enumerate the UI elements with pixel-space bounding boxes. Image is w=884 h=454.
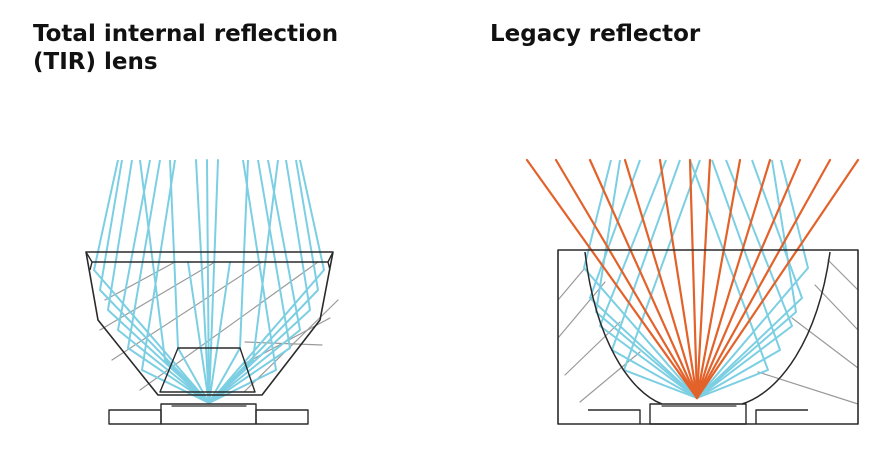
reflector-housing bbox=[557, 249, 859, 425]
light-ray bbox=[208, 159, 291, 404]
light-ray bbox=[187, 261, 210, 404]
light-ray bbox=[208, 159, 219, 404]
light-ray bbox=[117, 159, 210, 404]
hatch-line bbox=[557, 267, 586, 301]
tir-lens-title-line2: (TIR) lens bbox=[33, 49, 158, 75]
reflector-curve-right bbox=[741, 251, 831, 405]
light-ray bbox=[696, 159, 803, 399]
lens-dome bbox=[159, 347, 256, 393]
light-ray bbox=[599, 159, 698, 399]
light-ray bbox=[127, 159, 210, 404]
direct-ray bbox=[554, 158, 699, 400]
light-ray bbox=[689, 159, 769, 399]
light-ray bbox=[208, 159, 325, 404]
legacy-reflector-title: Legacy reflector bbox=[490, 20, 790, 48]
direct-ray bbox=[658, 158, 699, 400]
direct-ray bbox=[695, 158, 742, 400]
light-ray bbox=[99, 159, 210, 404]
hatch-line bbox=[111, 261, 263, 361]
direct-ray bbox=[695, 158, 832, 400]
reflector-curve-left bbox=[584, 251, 663, 405]
light-ray bbox=[93, 159, 210, 404]
legacy-reflector-title-line1: Legacy reflector bbox=[490, 21, 701, 47]
direct-ray bbox=[623, 158, 699, 400]
hatch-line bbox=[791, 317, 859, 369]
hatch-line bbox=[579, 351, 641, 403]
tir-light-rays bbox=[93, 159, 325, 404]
hatch-line bbox=[243, 299, 339, 393]
tir-lens-diagram bbox=[85, 159, 339, 425]
reflector-outline bbox=[557, 249, 859, 425]
direct-ray bbox=[695, 158, 802, 400]
base-left bbox=[588, 409, 641, 424]
direct-ray bbox=[588, 158, 699, 400]
light-ray bbox=[589, 159, 698, 399]
direct-ray bbox=[525, 158, 699, 400]
base-left bbox=[108, 409, 162, 425]
light-ray bbox=[107, 159, 210, 404]
base-center bbox=[160, 403, 257, 425]
light-ray bbox=[195, 159, 210, 404]
light-ray bbox=[208, 261, 231, 404]
light-ray bbox=[208, 159, 311, 404]
tir-lens-title-line1: Total internal reflection bbox=[33, 21, 339, 47]
hatch-line bbox=[814, 284, 859, 331]
reflector-direct-rays bbox=[525, 158, 860, 400]
tir-lens-outline bbox=[85, 251, 334, 425]
direct-ray bbox=[688, 158, 699, 400]
light-ray bbox=[696, 159, 797, 399]
light-ray bbox=[696, 159, 781, 399]
base-right bbox=[755, 409, 808, 424]
tir-lens-title: Total internal reflection (TIR) lens bbox=[33, 20, 363, 76]
hatch-line bbox=[557, 281, 606, 339]
light-ray bbox=[583, 159, 698, 399]
hatch-line bbox=[757, 371, 859, 405]
light-ray bbox=[696, 159, 809, 399]
light-ray bbox=[208, 159, 301, 404]
light-ray bbox=[696, 159, 793, 399]
hatch-line bbox=[564, 321, 621, 376]
light-ray bbox=[206, 159, 210, 404]
direct-ray bbox=[695, 158, 712, 400]
direct-ray bbox=[695, 158, 772, 400]
base-right bbox=[255, 409, 309, 425]
legacy-reflector-diagram bbox=[525, 158, 860, 425]
direct-ray bbox=[695, 158, 860, 400]
reflector-light-rays bbox=[583, 159, 809, 399]
hatch-line bbox=[827, 259, 859, 291]
base-center bbox=[649, 403, 747, 425]
